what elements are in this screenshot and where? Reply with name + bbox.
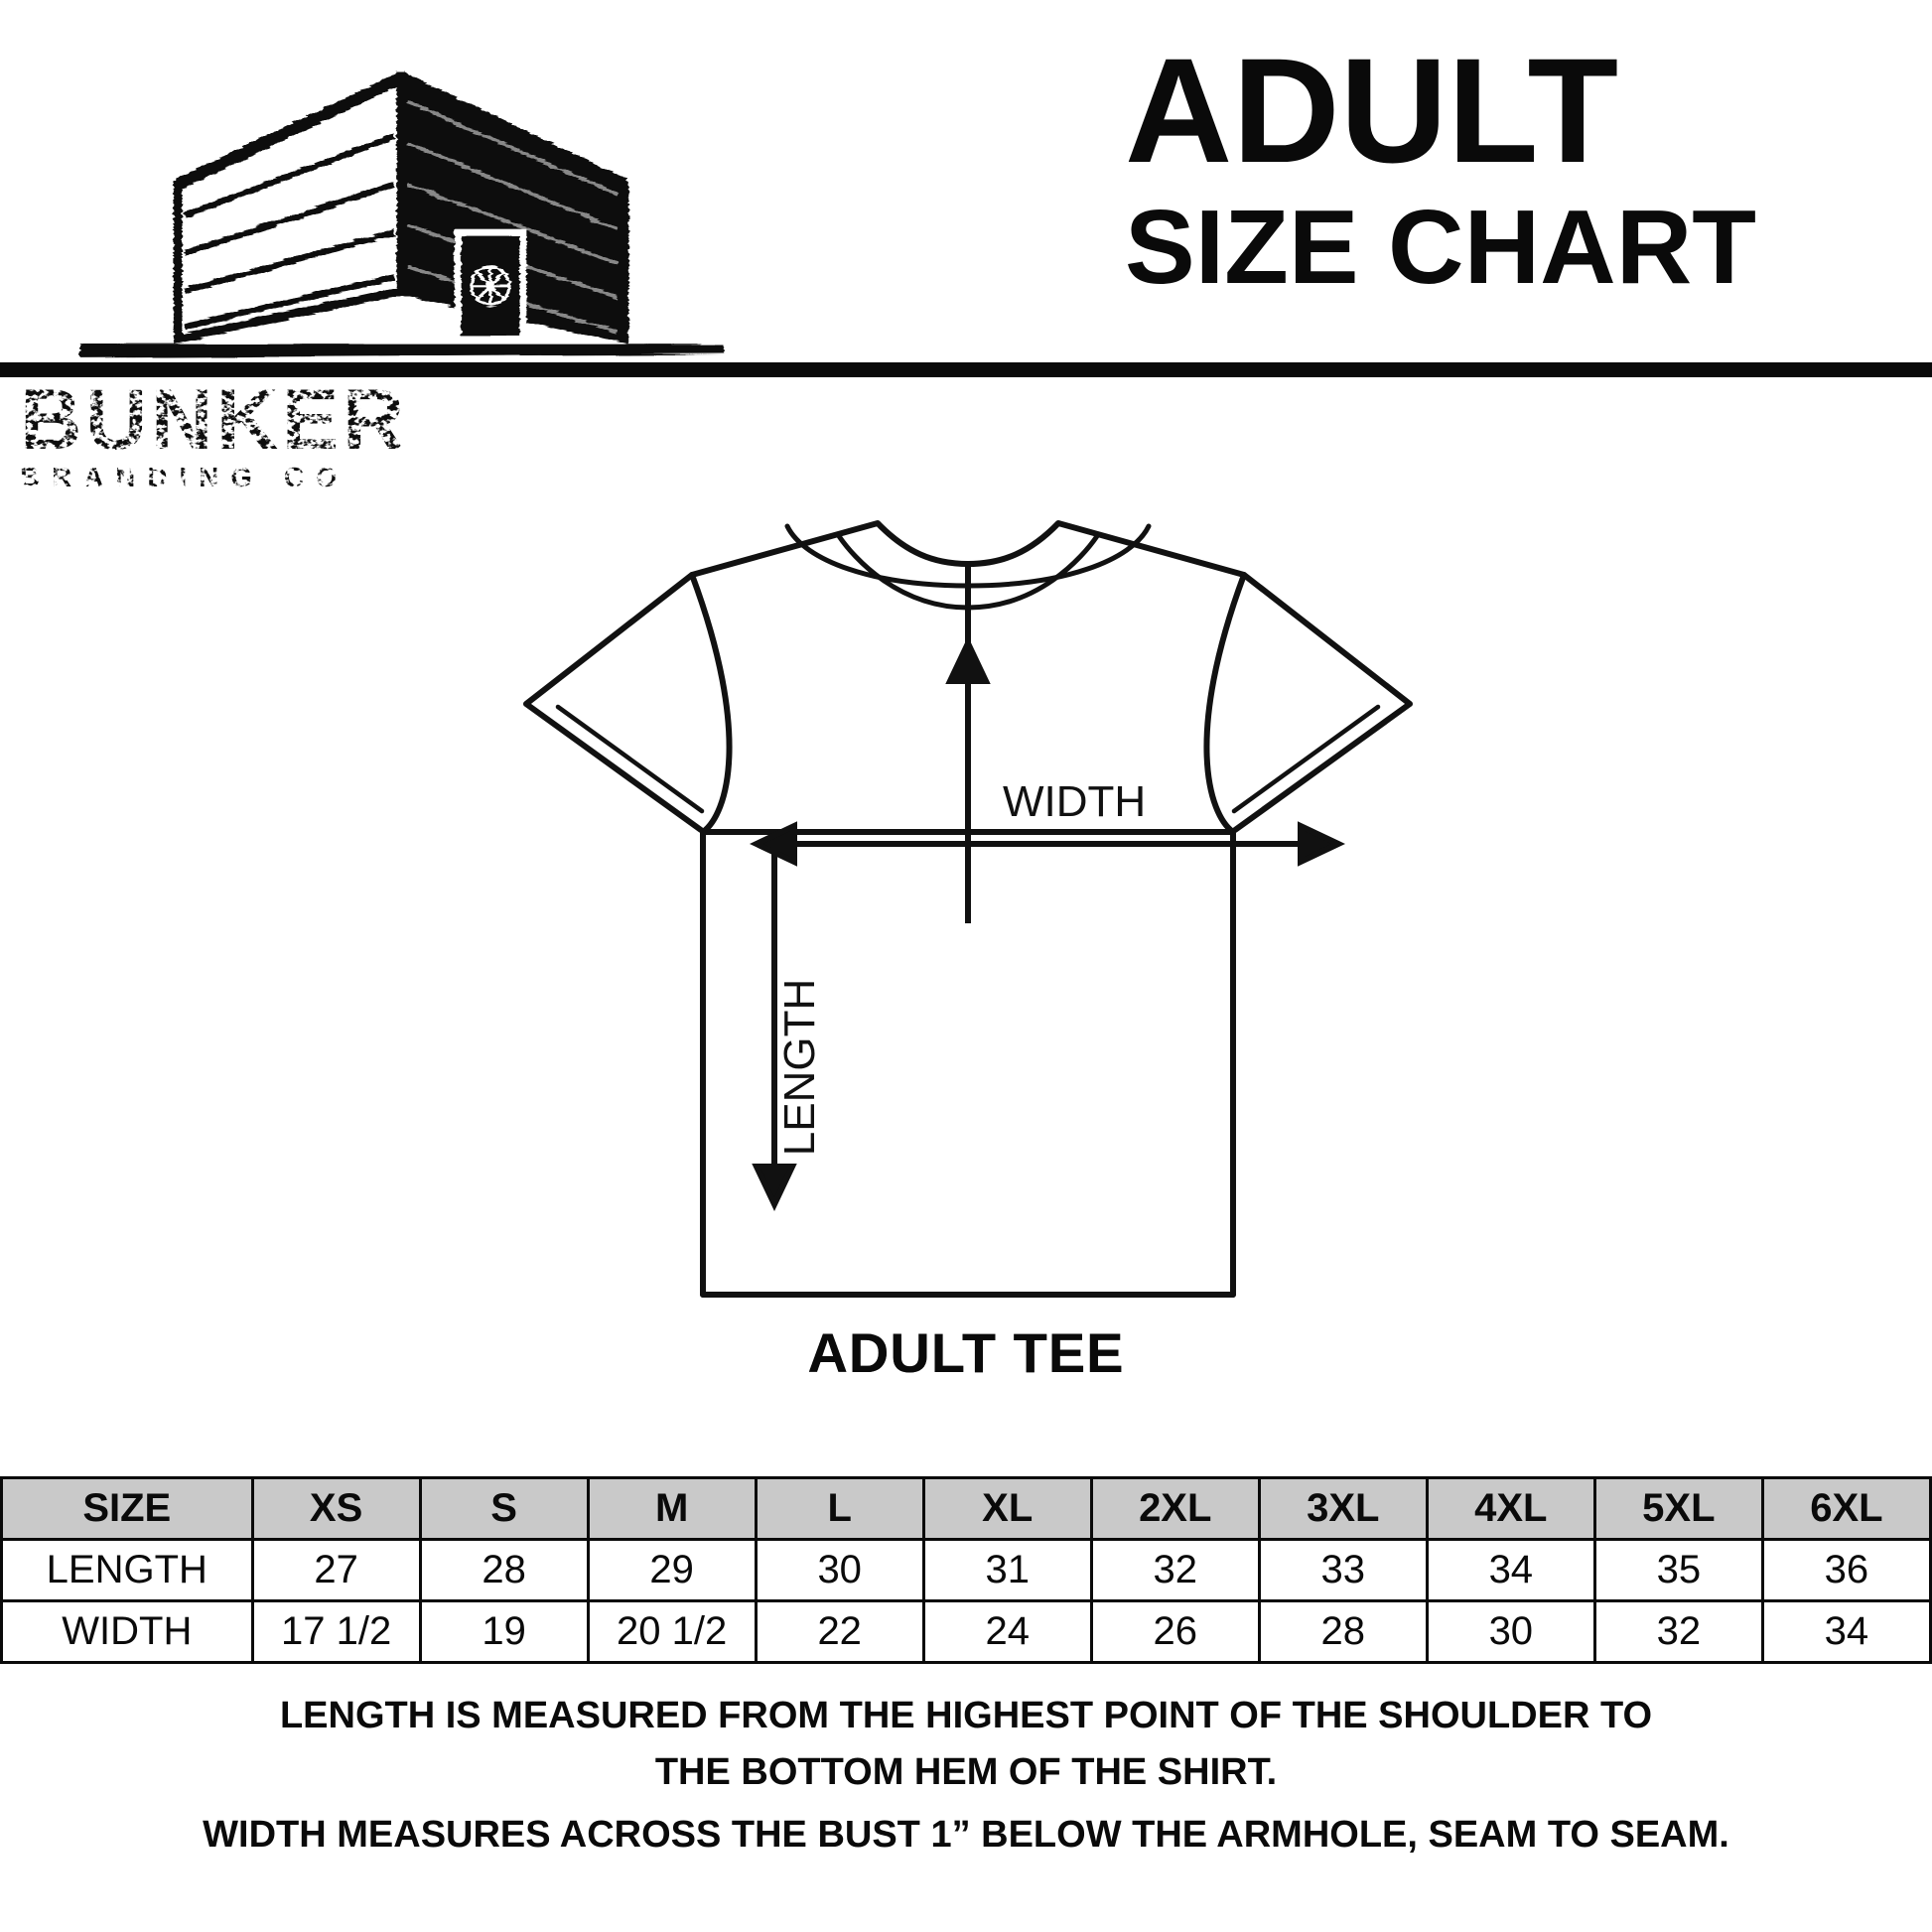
svg-text:LENGTH: LENGTH (775, 979, 824, 1156)
svg-text:WIDTH: WIDTH (1003, 777, 1146, 826)
